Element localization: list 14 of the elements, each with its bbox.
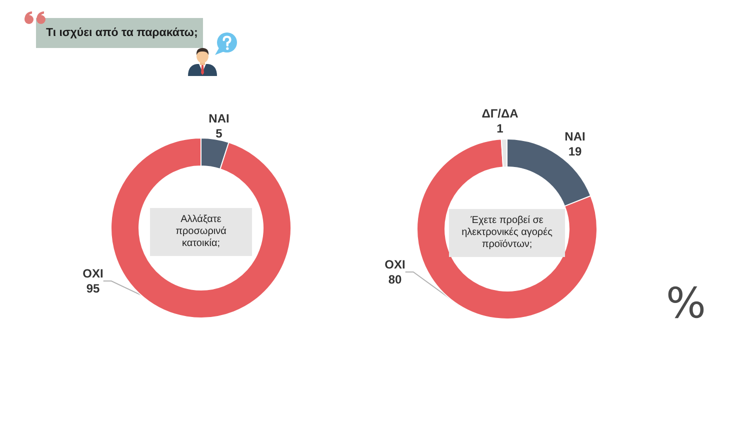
text: Τι ισχύει από τα παρακάτω; bbox=[46, 27, 198, 39]
slice-label: ΔΓ/ΔΑ bbox=[482, 106, 519, 120]
label-box: Αλλάξατε προσωρινά κατοικία; bbox=[150, 208, 252, 256]
slice-label: ΝΑΙ bbox=[208, 112, 230, 126]
slice-label: ΟΧΙ bbox=[384, 258, 406, 272]
data-label: 80 bbox=[388, 272, 402, 286]
text: % bbox=[666, 278, 706, 328]
data-label: 95 bbox=[86, 282, 100, 296]
data-label: 5 bbox=[216, 126, 223, 140]
slice-label: ΝΑΙ bbox=[564, 130, 586, 144]
data-label: 19 bbox=[568, 144, 582, 158]
data-label: 1 bbox=[496, 122, 504, 136]
label-box: Έχετε προβεί σε ηλεκτρονικές αγορές προϊόντων; bbox=[449, 209, 565, 257]
slice-label: ΟΧΙ bbox=[82, 266, 104, 280]
